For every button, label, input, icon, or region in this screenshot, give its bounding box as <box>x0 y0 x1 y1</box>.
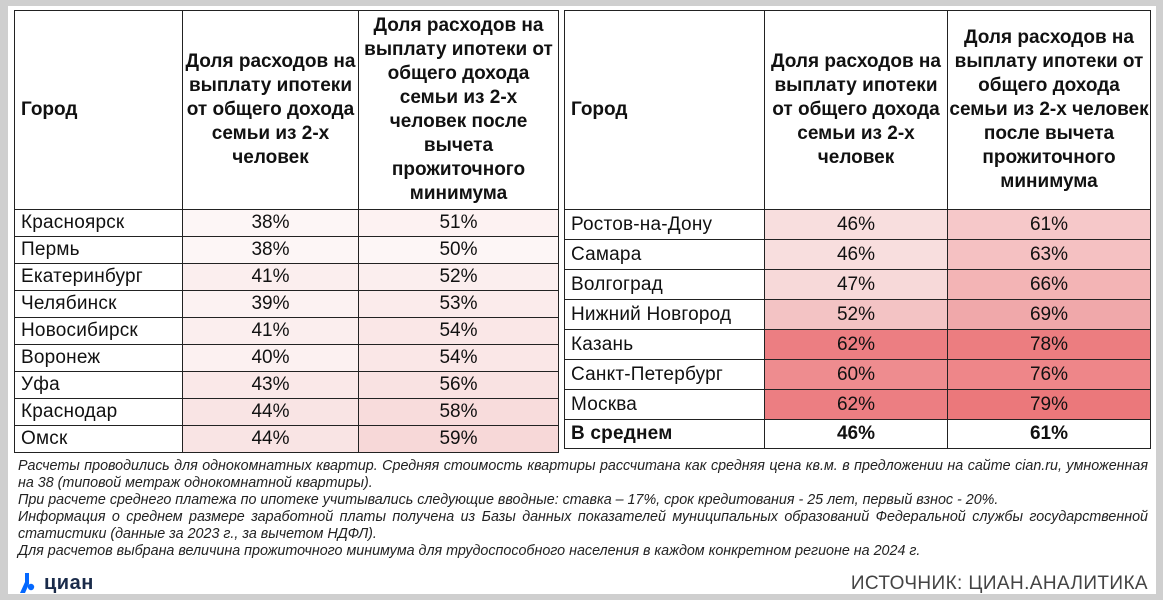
infographic-sheet: Город Доля расходов на выплату ипотеки о… <box>8 6 1156 594</box>
average-row: В среднем 46% 61% <box>564 419 1151 449</box>
table-row: Ростов-на-Дону 46% 61% <box>564 209 1151 240</box>
share-cell: 46% <box>764 209 948 240</box>
city-cell: Волгоград <box>564 269 765 300</box>
city-cell: Челябинск <box>14 290 183 318</box>
share-cell: 38% <box>182 209 359 237</box>
share-cell: 62% <box>764 389 948 420</box>
average-share: 46% <box>764 419 948 449</box>
share-cell: 44% <box>182 398 359 426</box>
share-cell: 44% <box>182 425 359 453</box>
city-cell: Новосибирск <box>14 317 183 345</box>
share-cell: 46% <box>764 239 948 270</box>
city-column-header: Город <box>14 10 183 210</box>
share-after-cell: 50% <box>358 236 559 264</box>
share-after-cell: 59% <box>358 425 559 453</box>
share-cell: 60% <box>764 359 948 390</box>
table-row: Санкт-Петербург 60% 76% <box>564 359 1151 390</box>
share-cell: 47% <box>764 269 948 300</box>
share-after-cell: 52% <box>358 263 559 291</box>
methodology-notes: Расчеты проводились для однокомнатных кв… <box>18 458 1148 560</box>
city-cell: Санкт-Петербург <box>564 359 765 390</box>
city-cell: Пермь <box>14 236 183 264</box>
city-cell: Нижний Новгород <box>564 299 765 330</box>
note-line: При расчете среднего платежа по ипотеке … <box>18 492 999 508</box>
table-row: Самара 46% 63% <box>564 239 1151 270</box>
share-after-cell: 58% <box>358 398 559 426</box>
table-row: Екатеринбург 41% 52% <box>14 263 559 291</box>
table-row: Челябинск 39% 53% <box>14 290 559 318</box>
city-cell: Краснодар <box>14 398 183 426</box>
share-after-cell: 76% <box>947 359 1151 390</box>
logo-wordmark: циан <box>44 571 94 594</box>
average-share-after: 61% <box>947 419 1151 449</box>
share-after-cell: 66% <box>947 269 1151 300</box>
cian-logo: циан <box>16 570 94 596</box>
note-line: Для расчетов выбрана величина прожиточно… <box>18 543 921 559</box>
share-cell: 40% <box>182 344 359 372</box>
table-row: Уфа 43% 56% <box>14 371 559 399</box>
table-row: Красноярск 38% 51% <box>14 209 559 237</box>
left-mortgage-table: Город Доля расходов на выплату ипотеки о… <box>14 10 559 453</box>
left-table-body: Красноярск 38% 51% Пермь 38% 50% Екатеринбург 4… <box>14 209 559 453</box>
table-row: Нижний Новгород 52% 69% <box>564 299 1151 330</box>
table-row: Москва 62% 79% <box>564 389 1151 420</box>
city-cell: Уфа <box>14 371 183 399</box>
city-cell: Москва <box>564 389 765 420</box>
share-after-cell: 78% <box>947 329 1151 360</box>
table-row: Новосибирск 41% 54% <box>14 317 559 345</box>
share-after-column-header: Доля расходов на выплату ипотеки от обще… <box>358 10 559 210</box>
note-line: Информация о среднем размере заработной … <box>18 509 1148 542</box>
share-cell: 43% <box>182 371 359 399</box>
table-row: Пермь 38% 50% <box>14 236 559 264</box>
city-cell: Самара <box>564 239 765 270</box>
share-cell: 39% <box>182 290 359 318</box>
share-after-cell: 54% <box>358 344 559 372</box>
share-cell: 38% <box>182 236 359 264</box>
right-header-row: Город Доля расходов на выплату ипотеки о… <box>564 10 1151 210</box>
left-header-row: Город Доля расходов на выплату ипотеки о… <box>14 10 559 210</box>
share-after-cell: 51% <box>358 209 559 237</box>
share-column-header: Доля расходов на выплату ипотеки от обще… <box>182 10 359 210</box>
right-mortgage-table: Город Доля расходов на выплату ипотеки о… <box>564 10 1151 449</box>
city-cell: Ростов-на-Дону <box>564 209 765 240</box>
share-after-cell: 61% <box>947 209 1151 240</box>
share-after-cell: 54% <box>358 317 559 345</box>
share-after-cell: 63% <box>947 239 1151 270</box>
share-cell: 62% <box>764 329 948 360</box>
share-after-cell: 53% <box>358 290 559 318</box>
city-cell: Воронеж <box>14 344 183 372</box>
city-cell: Омск <box>14 425 183 453</box>
city-cell: Казань <box>564 329 765 360</box>
city-cell: Екатеринбург <box>14 263 183 291</box>
share-cell: 41% <box>182 263 359 291</box>
share-column-header: Доля расходов на выплату ипотеки от обще… <box>764 10 948 210</box>
city-column-header: Город <box>564 10 765 210</box>
source-credit: ИСТОЧНИК: ЦИАН.АНАЛИТИКА <box>850 573 1148 594</box>
right-table-body: Ростов-на-Дону 46% 61% Самара 46% 63% Волгогра… <box>564 209 1151 420</box>
table-row: Омск 44% 59% <box>14 425 559 453</box>
table-row: Воронеж 40% 54% <box>14 344 559 372</box>
share-after-column-header: Доля расходов на выплату ипотеки от обще… <box>947 10 1151 210</box>
table-row: Волгоград 47% 66% <box>564 269 1151 300</box>
table-row: Казань 62% 78% <box>564 329 1151 360</box>
city-cell: Красноярск <box>14 209 183 237</box>
share-after-cell: 79% <box>947 389 1151 420</box>
average-label: В среднем <box>564 419 765 449</box>
note-line: Расчеты проводились для однокомнатных кв… <box>18 458 1148 491</box>
location-pin-icon <box>20 573 35 593</box>
table-row: Краснодар 44% 58% <box>14 398 559 426</box>
share-cell: 41% <box>182 317 359 345</box>
share-cell: 52% <box>764 299 948 330</box>
share-after-cell: 69% <box>947 299 1151 330</box>
share-after-cell: 56% <box>358 371 559 399</box>
